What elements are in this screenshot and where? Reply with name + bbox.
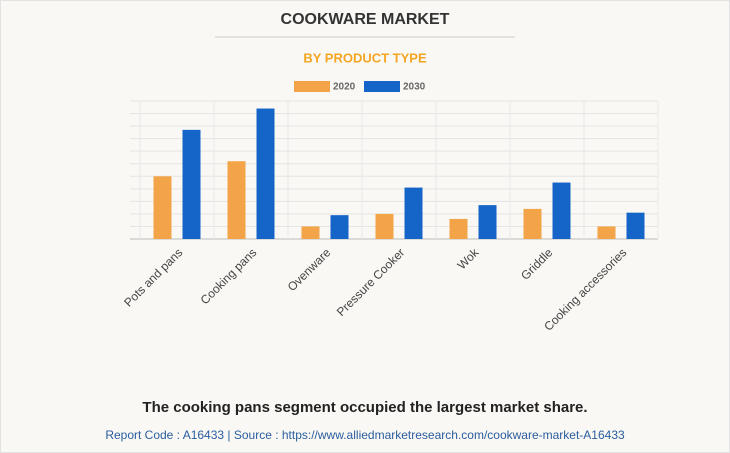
bar — [153, 176, 172, 239]
bar — [523, 208, 542, 239]
bar — [301, 226, 320, 239]
legend-swatch — [294, 81, 330, 92]
legend-swatch — [364, 81, 400, 92]
bar — [256, 108, 275, 239]
bar — [227, 161, 246, 239]
bar — [552, 182, 571, 239]
bar — [478, 205, 497, 239]
source: Report Code : A16433 | Source : https://… — [105, 428, 625, 442]
footnote: The cooking pans segment occupied the la… — [142, 399, 587, 416]
bar — [626, 212, 645, 239]
bar — [449, 218, 468, 239]
bar — [330, 215, 349, 239]
legend-label: 2030 — [403, 82, 426, 93]
chart-title: COOKWARE MARKET — [281, 11, 450, 28]
bar — [404, 187, 423, 239]
bar — [182, 129, 201, 239]
chart-subtitle: BY PRODUCT TYPE — [303, 50, 427, 65]
bar — [375, 213, 394, 239]
bar — [597, 226, 616, 239]
legend-label: 2020 — [333, 82, 356, 93]
